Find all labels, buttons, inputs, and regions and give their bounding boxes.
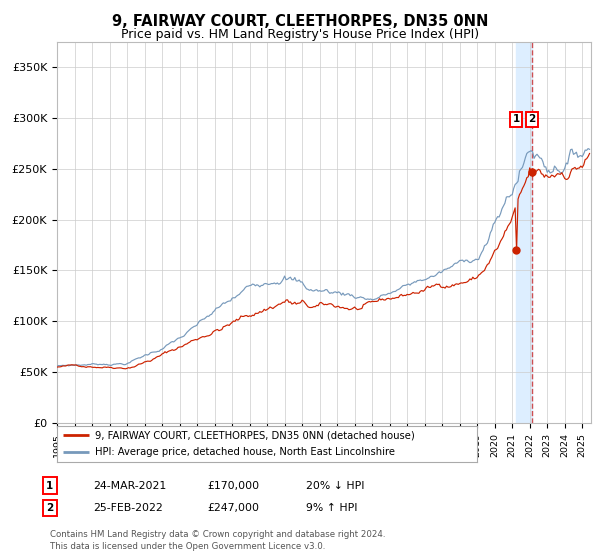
Text: £170,000: £170,000: [207, 480, 259, 491]
Text: 9% ↑ HPI: 9% ↑ HPI: [306, 503, 358, 513]
Text: 20% ↓ HPI: 20% ↓ HPI: [306, 480, 365, 491]
Text: Price paid vs. HM Land Registry's House Price Index (HPI): Price paid vs. HM Land Registry's House …: [121, 28, 479, 41]
Text: 9, FAIRWAY COURT, CLEETHORPES, DN35 0NN (detached house): 9, FAIRWAY COURT, CLEETHORPES, DN35 0NN …: [95, 431, 415, 440]
Text: 1: 1: [46, 480, 53, 491]
Text: HPI: Average price, detached house, North East Lincolnshire: HPI: Average price, detached house, Nort…: [95, 447, 395, 457]
Text: 25-FEB-2022: 25-FEB-2022: [93, 503, 163, 513]
Bar: [516, 42, 532, 423]
Text: 9, FAIRWAY COURT, CLEETHORPES, DN35 0NN: 9, FAIRWAY COURT, CLEETHORPES, DN35 0NN: [112, 14, 488, 29]
Text: Contains HM Land Registry data © Crown copyright and database right 2024.
This d: Contains HM Land Registry data © Crown c…: [50, 530, 385, 551]
Text: £247,000: £247,000: [207, 503, 259, 513]
Text: 24-MAR-2021: 24-MAR-2021: [93, 480, 166, 491]
Text: 2: 2: [46, 503, 53, 513]
Text: 1: 1: [512, 114, 520, 124]
Text: 2: 2: [528, 114, 535, 124]
